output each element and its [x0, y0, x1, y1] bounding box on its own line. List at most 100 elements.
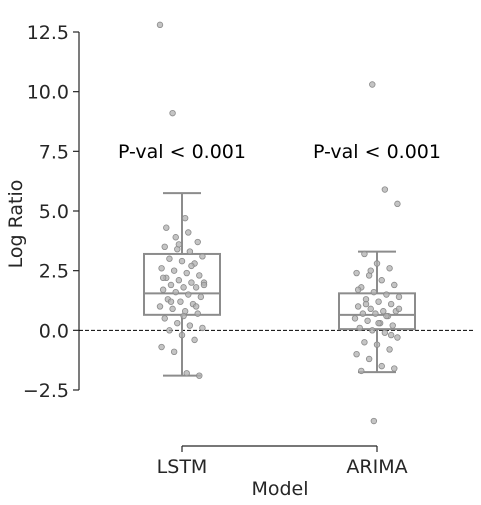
data-point	[196, 372, 203, 379]
data-point	[178, 257, 186, 265]
data-point	[172, 234, 179, 241]
data-point	[166, 327, 173, 334]
data-point	[391, 281, 398, 289]
data-point	[175, 277, 183, 284]
data-point	[375, 298, 382, 305]
data-point	[354, 303, 362, 310]
data-point	[383, 312, 390, 320]
data-point	[370, 288, 378, 296]
data-point	[159, 286, 167, 293]
data-point	[174, 319, 181, 327]
data-point	[194, 310, 201, 317]
data-point	[197, 293, 205, 301]
interquartile-box	[338, 292, 416, 331]
data-point	[170, 267, 178, 274]
x-tick-label: ARIMA	[346, 456, 407, 478]
data-point	[369, 81, 376, 88]
data-point	[177, 298, 184, 305]
data-point	[391, 365, 398, 372]
data-point	[375, 319, 382, 327]
data-point	[367, 305, 374, 313]
data-point	[161, 315, 168, 322]
data-point	[386, 346, 393, 353]
y-tick-label: −2.5	[23, 380, 69, 402]
data-point	[380, 308, 387, 315]
data-point	[361, 250, 368, 258]
data-point	[353, 269, 360, 277]
data-point	[191, 336, 198, 344]
data-point	[158, 265, 165, 272]
data-point	[169, 305, 176, 313]
data-point	[194, 238, 201, 246]
data-point	[180, 312, 187, 320]
data-point	[364, 317, 371, 324]
box-plots	[143, 192, 416, 377]
data-point	[373, 341, 381, 348]
data-point	[180, 284, 187, 291]
data-point	[156, 303, 164, 310]
data-point	[188, 279, 195, 286]
data-point	[359, 310, 367, 317]
x-axis-title: Model	[251, 478, 308, 500]
data-point	[178, 331, 186, 339]
y-axis-title: Log Ratio	[5, 180, 27, 269]
data-point	[167, 281, 175, 289]
data-point	[186, 248, 194, 255]
data-point	[199, 253, 206, 260]
data-point	[395, 305, 403, 313]
x-axis: LSTM ARIMA	[157, 445, 408, 478]
data-point	[169, 109, 176, 117]
data-point	[381, 329, 389, 336]
data-point	[373, 260, 381, 267]
data-point	[387, 300, 395, 308]
y-tick-label: 10.0	[27, 82, 69, 104]
data-point	[351, 315, 359, 322]
data-point	[358, 367, 365, 375]
y-tick-label: 7.5	[39, 141, 69, 163]
box-lstm	[143, 192, 221, 377]
data-point	[172, 288, 179, 296]
data-point	[394, 334, 401, 341]
y-tick-label: 2.5	[39, 261, 69, 283]
y-tick-label: 0.0	[39, 320, 69, 342]
data-point	[156, 21, 164, 29]
data-point	[167, 298, 175, 305]
data-point	[356, 324, 363, 332]
data-point	[158, 343, 165, 351]
data-point	[183, 370, 190, 377]
data-point	[370, 417, 378, 425]
data-point	[196, 272, 203, 279]
p-value-annotation-lstm: P-val < 0.001	[118, 141, 246, 163]
data-point	[192, 303, 200, 310]
y-tick-label: 5.0	[39, 201, 69, 223]
x-tick-label: LSTM	[157, 456, 208, 478]
p-value-annotation-arima: P-val < 0.001	[313, 141, 441, 163]
data-point	[181, 214, 189, 222]
data-point	[395, 293, 403, 301]
data-point	[161, 243, 168, 250]
strip-points	[156, 21, 403, 425]
data-point	[199, 324, 206, 332]
data-point	[381, 186, 389, 193]
data-point	[185, 291, 192, 298]
data-point	[163, 224, 170, 231]
data-point	[386, 265, 393, 272]
data-point	[175, 241, 183, 248]
data-point	[361, 339, 368, 346]
data-point	[378, 362, 385, 370]
data-point	[389, 322, 396, 329]
data-point	[372, 310, 379, 317]
data-point	[383, 291, 390, 298]
data-point	[159, 274, 167, 282]
data-point	[200, 281, 208, 289]
data-point	[387, 331, 395, 339]
data-point	[394, 200, 401, 208]
data-point	[185, 229, 192, 236]
data-point	[367, 267, 374, 274]
y-tick-label: 12.5	[27, 22, 69, 44]
data-point	[192, 284, 200, 291]
data-point	[188, 262, 195, 270]
data-point	[186, 322, 194, 329]
data-point	[353, 351, 360, 358]
